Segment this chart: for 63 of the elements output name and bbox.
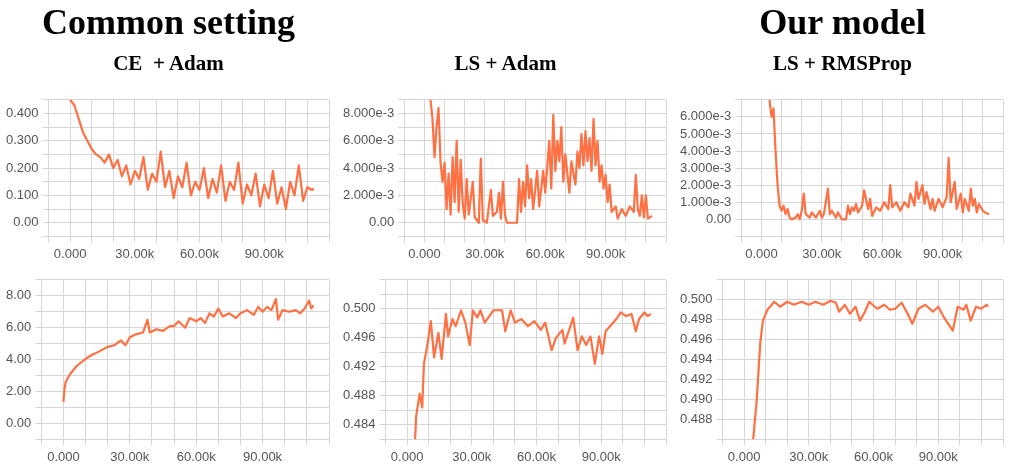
x-tick-label: 0.000 [408,245,441,261]
y-tick-label: 0.00 [706,210,732,226]
x-tick-label: 30.00k [452,448,492,464]
x-tick-label: 60.00k [517,448,557,464]
y-tick-label: 8.00 [5,287,32,303]
y-tick-label: 0.496 [342,329,376,345]
x-tick-label: 0.000 [745,245,778,261]
y-tick-label: 0.488 [342,387,376,403]
x-tick-label: 60.00k [180,245,220,261]
x-tick-label: 90.00k [923,245,963,261]
chart-title: Our model [758,2,927,42]
chart-subtitle: LS + RMSProp [772,50,913,76]
y-tick-label: 4.000e-3 [342,159,395,175]
x-tick-label: 90.00k [244,245,285,261]
y-tick-label: 0.400 [5,105,39,121]
y-tick-label: 0.490 [679,391,713,407]
x-tick-label: 0.000 [727,448,761,464]
y-tick-label: 0.200 [5,159,39,175]
y-tick-label: 4.00 [5,351,32,367]
chart-subtitle: LS + Adam [453,50,558,76]
y-tick-label: 0.498 [679,311,713,327]
y-tick-label: 0.484 [342,416,376,432]
x-tick-label: 30.00k [802,245,842,261]
x-tick-label: 30.00k [789,448,829,464]
y-tick-label: 8.000e-3 [342,105,395,121]
x-tick-label: 0.000 [47,448,80,464]
y-tick-label: 0.500 [342,300,376,316]
x-tick-label: 0.000 [390,448,424,464]
x-tick-label: 30.00k [110,448,150,464]
y-tick-label: 0.488 [679,411,713,427]
x-tick-label: 90.00k [581,448,622,464]
y-tick-label: 5.000e-3 [679,125,732,141]
chart-subtitle: CE + Adam [112,50,225,76]
y-tick-label: 0.00 [13,214,39,230]
y-tick-label: 0.500 [679,291,713,307]
x-tick-label: 60.00k [854,448,894,464]
x-tick-label: 90.00k [243,448,283,464]
y-tick-label: 2.000e-3 [679,176,732,192]
chart-title: Common setting [41,2,296,42]
y-tick-label: 0.494 [679,351,713,367]
x-tick-label: 60.00k [862,245,903,261]
x-tick-label: 90.00k [586,245,626,261]
y-tick-label: 2.00 [5,383,32,399]
y-tick-label: 0.00 [369,214,395,230]
y-tick-label: 0.300 [5,132,39,148]
x-tick-label: 30.00k [465,245,505,261]
y-tick-label: 0.492 [679,371,713,387]
y-tick-label: 0.00 [5,415,32,431]
x-tick-label: 0.000 [53,245,87,261]
x-tick-label: 90.00k [918,448,959,464]
x-tick-label: 60.00k [176,448,217,464]
y-tick-label: 0.100 [5,187,39,202]
y-tick-label: 1.000e-3 [679,193,732,209]
x-tick-label: 30.00k [115,245,155,261]
y-tick-label: 2.000e-3 [342,187,395,202]
y-tick-label: 3.000e-3 [679,159,732,175]
y-tick-label: 6.000e-3 [679,108,732,124]
x-tick-label: 60.00k [525,245,566,261]
y-tick-label: 0.492 [342,358,376,374]
y-tick-label: 0.496 [679,331,713,347]
y-tick-label: 4.000e-3 [679,142,732,158]
y-tick-label: 6.000e-3 [342,132,395,148]
y-tick-label: 6.00 [5,319,32,335]
